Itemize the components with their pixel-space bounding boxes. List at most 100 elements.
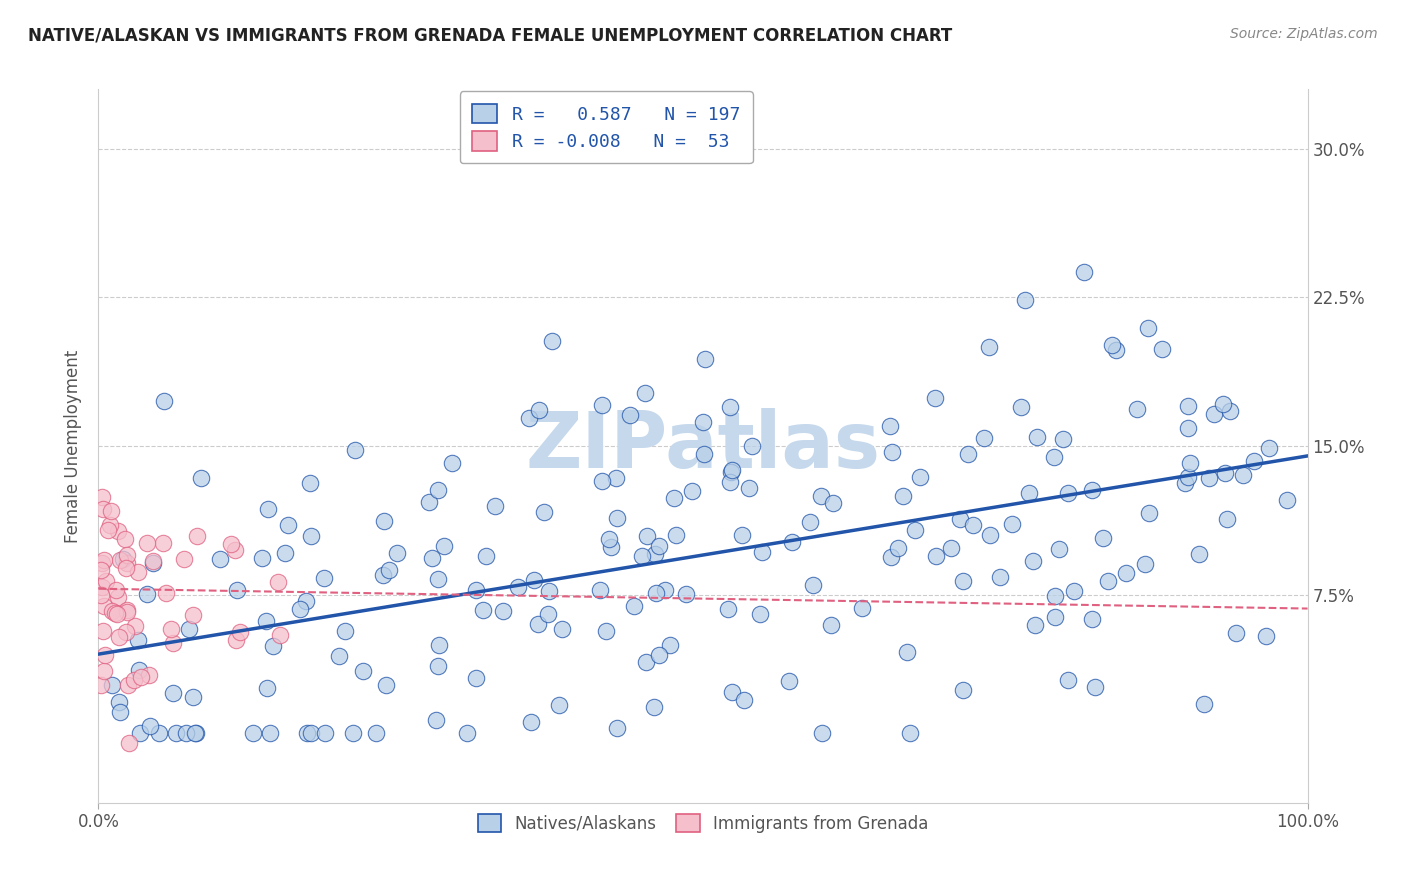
Point: [440, 456, 463, 470]
Point: [115, 605, 138, 619]
Point: [896, 645, 918, 659]
Point: [90, 563, 112, 577]
Point: [385, 546, 408, 560]
Point: [269, 628, 291, 642]
Point: [973, 431, 995, 445]
Point: [226, 582, 249, 597]
Point: [1177, 420, 1199, 434]
Point: [352, 664, 374, 678]
Point: [181, 690, 204, 704]
Point: [1177, 469, 1199, 483]
Point: [751, 545, 773, 559]
Point: [91, 580, 114, 594]
Point: [183, 608, 205, 623]
Point: [422, 551, 444, 566]
Point: [186, 529, 208, 543]
Point: [100, 504, 122, 518]
Point: [1056, 673, 1078, 687]
Point: [648, 648, 671, 662]
Point: [290, 602, 312, 616]
Point: [606, 511, 628, 525]
Point: [426, 572, 449, 586]
Point: [538, 583, 561, 598]
Point: [110, 705, 132, 719]
Point: [717, 602, 740, 616]
Point: [540, 334, 562, 349]
Point: [523, 573, 546, 587]
Point: [1105, 343, 1128, 357]
Y-axis label: Female Unemployment: Female Unemployment: [65, 350, 83, 542]
Point: [90, 678, 112, 692]
Point: [342, 726, 364, 740]
Point: [956, 447, 979, 461]
Point: [977, 340, 1000, 354]
Text: ZIPatlas: ZIPatlas: [526, 408, 880, 484]
Point: [880, 550, 903, 565]
Point: [427, 659, 450, 673]
Point: [139, 719, 162, 733]
Point: [1213, 467, 1236, 481]
Point: [1178, 456, 1201, 470]
Point: [115, 556, 138, 570]
Point: [107, 590, 129, 604]
Point: [274, 546, 297, 560]
Point: [138, 667, 160, 681]
Point: [880, 444, 903, 458]
Point: [591, 474, 613, 488]
Point: [898, 726, 921, 740]
Point: [695, 352, 717, 367]
Point: [1126, 402, 1149, 417]
Point: [598, 532, 620, 546]
Point: [654, 582, 676, 597]
Point: [108, 553, 131, 567]
Text: Source: ZipAtlas.com: Source: ZipAtlas.com: [1230, 27, 1378, 41]
Point: [891, 489, 914, 503]
Point: [262, 639, 284, 653]
Point: [162, 686, 184, 700]
Point: [117, 678, 139, 692]
Point: [224, 543, 246, 558]
Point: [93, 553, 115, 567]
Point: [693, 447, 716, 461]
Point: [692, 415, 714, 429]
Point: [589, 583, 612, 598]
Point: [155, 586, 177, 600]
Point: [129, 726, 152, 740]
Point: [219, 537, 242, 551]
Point: [595, 624, 617, 638]
Point: [378, 563, 401, 577]
Point: [299, 726, 322, 740]
Point: [475, 549, 498, 563]
Point: [101, 678, 124, 692]
Point: [1014, 293, 1036, 307]
Point: [634, 385, 657, 400]
Point: [103, 606, 125, 620]
Point: [1052, 432, 1074, 446]
Point: [259, 726, 281, 740]
Point: [720, 465, 742, 479]
Point: [90, 588, 112, 602]
Point: [1232, 468, 1254, 483]
Point: [925, 549, 948, 563]
Point: [373, 514, 395, 528]
Point: [1275, 492, 1298, 507]
Point: [547, 698, 569, 712]
Point: [254, 615, 277, 629]
Point: [266, 575, 288, 590]
Point: [135, 587, 157, 601]
Point: [527, 616, 550, 631]
Point: [225, 633, 247, 648]
Point: [1101, 338, 1123, 352]
Point: [821, 496, 844, 510]
Point: [114, 532, 136, 546]
Point: [418, 495, 440, 509]
Point: [1137, 507, 1160, 521]
Point: [136, 535, 159, 549]
Point: [277, 518, 299, 533]
Point: [1202, 407, 1225, 421]
Point: [122, 673, 145, 688]
Point: [949, 511, 972, 525]
Point: [433, 539, 456, 553]
Point: [600, 541, 623, 555]
Point: [533, 505, 555, 519]
